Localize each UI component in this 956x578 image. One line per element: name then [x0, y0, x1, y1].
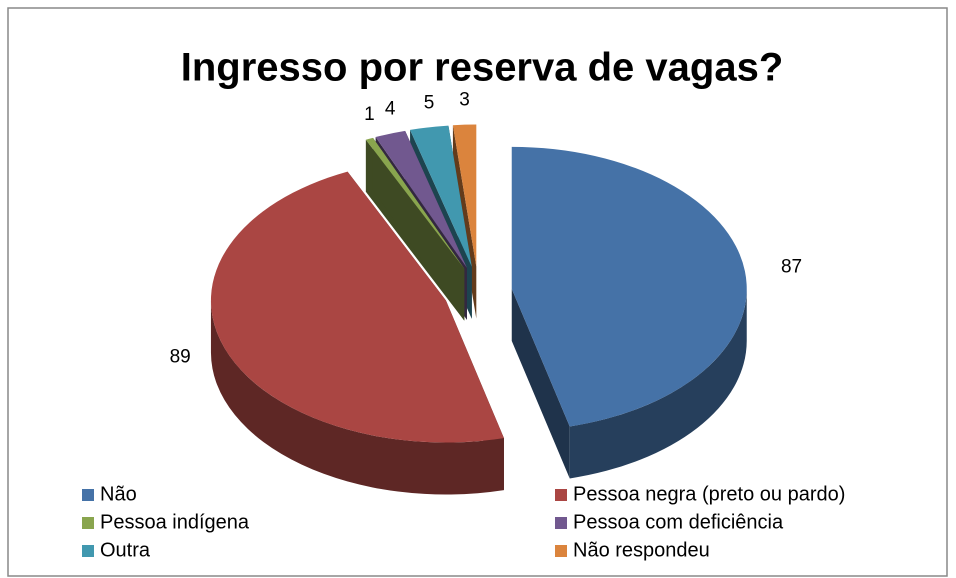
legend-swatch [82, 517, 94, 529]
slice-side [210, 300, 504, 495]
legend-swatch [555, 489, 567, 501]
legend-swatch [82, 489, 94, 501]
slice [210, 171, 504, 495]
slice-cut-face [372, 137, 465, 321]
slice-top [452, 124, 477, 267]
data-label: 3 [459, 90, 470, 111]
slice-top [210, 171, 504, 443]
legend-label: Outra [100, 539, 151, 561]
legend-label: Pessoa com deficiência [573, 511, 784, 533]
data-label: 87 [781, 257, 802, 278]
legend-swatch [82, 545, 94, 557]
slice-cut-face [511, 288, 570, 479]
slice-side [569, 288, 747, 479]
slice-top [375, 130, 467, 268]
slice-top [410, 125, 472, 267]
slice [511, 146, 747, 479]
legend-label: Não [100, 483, 137, 505]
legend-label: Pessoa indígena [100, 511, 250, 533]
data-label: 4 [385, 99, 396, 120]
legend-label: Não respondeu [573, 539, 710, 561]
legend-swatch [555, 545, 567, 557]
data-label: 5 [424, 92, 435, 113]
data-label: 1 [364, 104, 375, 125]
legend-swatch [555, 517, 567, 529]
legend-label: Pessoa negra (preto ou pardo) [573, 483, 845, 505]
slice [365, 137, 465, 321]
slice-top [511, 146, 747, 427]
slice-top [365, 137, 465, 269]
data-label: 89 [170, 346, 191, 367]
chart-title: Ingresso por reserva de vagas? [181, 46, 784, 90]
